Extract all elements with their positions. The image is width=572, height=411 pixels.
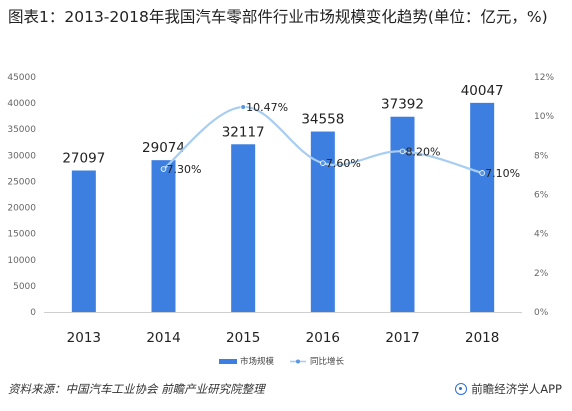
brand-label: 前瞻经济学人APP: [471, 382, 562, 396]
brand-logo-icon: [455, 383, 468, 395]
legend-bar-label: 市场规模: [240, 356, 275, 367]
category-label: 2018: [465, 330, 499, 346]
growth-value-label: 7.60%: [326, 157, 361, 170]
growth-marker: [479, 170, 485, 176]
bar-value-label: 29074: [142, 140, 185, 156]
bars: [71, 102, 495, 313]
legend-bar-swatch: [219, 359, 237, 364]
left-tick-label: 5000: [13, 282, 36, 292]
growth-marker: [399, 148, 406, 155]
growth-value-label: 10.47%: [246, 101, 288, 114]
legend-line-label: 同比增长: [310, 356, 345, 367]
category-label: 2016: [306, 330, 340, 346]
right-tick-label: 2%: [534, 269, 549, 279]
chart-title: 图表1：2013-2018年我国汽车零部件行业市场规模变化趋势(单位：亿元，%): [8, 8, 548, 26]
brand: 前瞻经济学人APP: [455, 381, 562, 397]
source-note: 资料来源：中国汽车工业协会 前瞻产业研究院整理: [8, 382, 265, 396]
bar-value-label: 34558: [301, 112, 344, 128]
category-label: 2013: [67, 330, 101, 346]
growth-marker: [240, 104, 246, 110]
growth-value-label: 7.10%: [485, 167, 520, 180]
growth-marker: [160, 166, 167, 172]
left-tick-label: 0: [30, 308, 36, 318]
category-labels: 2013 2014 2015 2016 2017 2018: [67, 330, 500, 346]
bar: [71, 170, 96, 312]
right-tick-label: 4%: [534, 230, 549, 240]
left-axis-ticks: 0 5000 10000 15000 20000 25000 30000 35000 40000…: [7, 73, 36, 318]
bar-value-label: 37392: [381, 97, 424, 113]
right-tick-label: 10%: [534, 112, 554, 122]
right-axis-ticks: 0% 2% 4% 6% 8% 10% 12%: [534, 73, 554, 318]
bar-value-labels: 27097 29074 32117 34558 37392 40047: [62, 83, 503, 167]
left-tick-label: 45000: [7, 73, 36, 83]
bar: [151, 160, 176, 312]
left-tick-label: 30000: [7, 151, 36, 161]
left-tick-label: 35000: [7, 125, 36, 135]
growth-markers: [160, 104, 485, 176]
left-tick-label: 10000: [7, 256, 36, 266]
legend-line-marker: [296, 359, 300, 364]
bar-value-label: 27097: [62, 150, 105, 166]
category-label: 2015: [226, 330, 260, 346]
growth-value-label: 8.20%: [406, 145, 441, 158]
bar: [470, 102, 495, 313]
bar-value-label: 40047: [461, 83, 504, 99]
bar: [231, 144, 256, 312]
growth-value-labels: 7.30% 10.47% 7.60% 8.20% 7.10%: [167, 101, 521, 180]
left-tick-label: 20000: [7, 204, 36, 214]
right-tick-label: 0%: [534, 308, 549, 318]
category-label: 2014: [146, 330, 180, 346]
left-tick-label: 15000: [7, 230, 36, 240]
right-tick-label: 6%: [534, 191, 549, 201]
left-tick-label: 25000: [7, 177, 36, 187]
right-tick-label: 8%: [534, 151, 549, 161]
growth-marker: [320, 160, 326, 166]
growth-value-label: 7.30%: [167, 163, 202, 176]
bar-value-label: 32117: [222, 124, 265, 140]
left-tick-label: 40000: [7, 99, 36, 109]
legend: 市场规模 同比增长: [219, 356, 345, 367]
category-label: 2017: [385, 330, 419, 346]
right-tick-label: 12%: [534, 73, 554, 83]
